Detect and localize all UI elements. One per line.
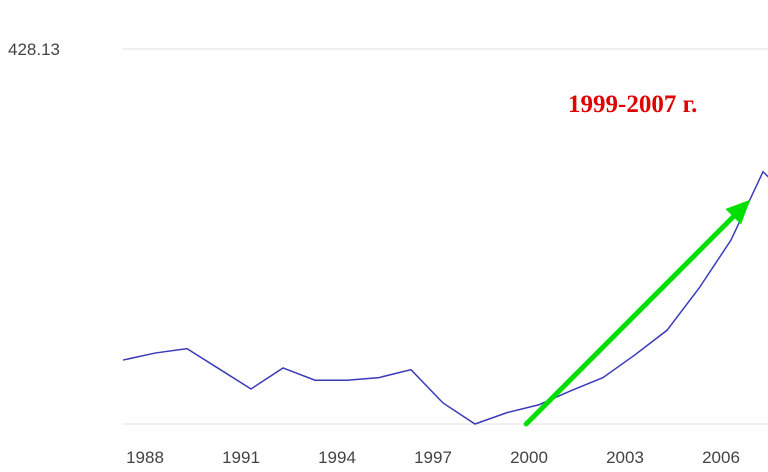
x-tick-label: 2000 bbox=[510, 448, 548, 467]
arrow-shaft bbox=[523, 214, 736, 427]
x-tick-label: 1994 bbox=[318, 448, 356, 467]
x-tick-label: 2006 bbox=[702, 448, 740, 467]
x-tick-label: 1991 bbox=[222, 448, 260, 467]
series-line bbox=[122, 170, 768, 425]
annotation-label: 1999-2007 г. bbox=[568, 91, 697, 118]
x-tick-label: 1997 bbox=[414, 448, 452, 467]
x-tick-label: 1988 bbox=[126, 448, 164, 467]
y-tick-label: 428.13 bbox=[8, 40, 60, 59]
arrow-head bbox=[725, 199, 751, 225]
x-tick-label: 2003 bbox=[606, 448, 644, 467]
